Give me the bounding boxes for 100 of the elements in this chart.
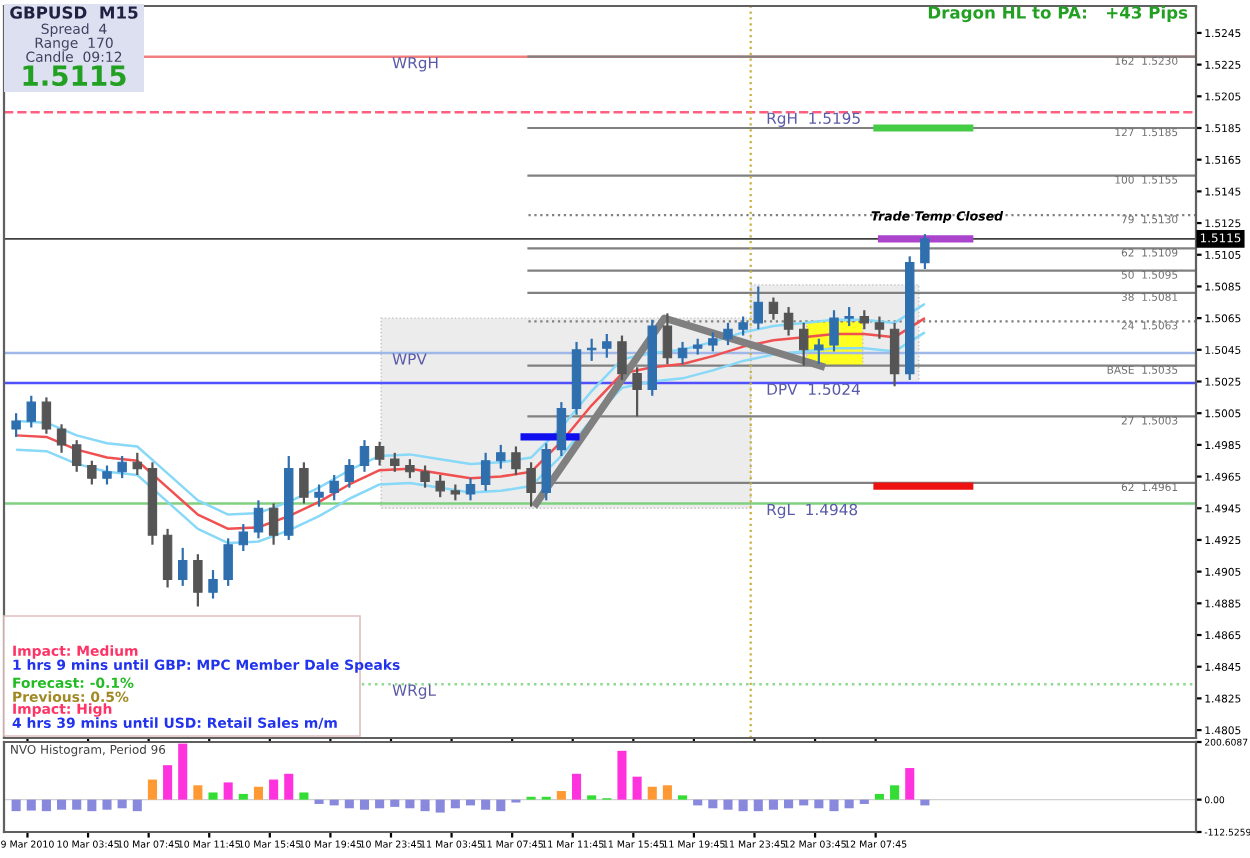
candlestick: [223, 537, 233, 588]
candlestick: [71, 439, 82, 473]
candlestick: [299, 461, 309, 505]
bar: [738, 799, 748, 812]
candlestick: [193, 553, 203, 608]
bar: [26, 799, 36, 811]
candlestick: [753, 285, 763, 331]
bar: [269, 779, 279, 800]
candlestick: [420, 464, 430, 489]
candlestick: [541, 442, 551, 502]
candlestick: [344, 458, 355, 489]
candlestick: [783, 305, 794, 337]
candlestick: [798, 321, 809, 367]
bar: [890, 785, 900, 800]
bar: [829, 799, 839, 812]
bar: [874, 793, 884, 800]
bar: [390, 799, 400, 807]
bar: [193, 785, 203, 800]
candlestick: [238, 522, 249, 553]
bar: [723, 799, 733, 810]
bar: [375, 799, 385, 809]
candlestick: [268, 502, 279, 546]
candlestick: [208, 568, 218, 600]
bar: [784, 799, 794, 809]
candlestick: [496, 443, 506, 470]
bar: [223, 782, 233, 800]
bar: [87, 799, 97, 812]
bar: [814, 799, 824, 809]
bar: [299, 792, 309, 800]
bar: [450, 799, 460, 809]
candlestick: [87, 459, 97, 486]
bar: [844, 799, 854, 809]
candlestick: [26, 394, 36, 429]
bar: [435, 799, 445, 813]
candlestick: [11, 412, 21, 439]
bar: [905, 768, 915, 800]
bar: [147, 779, 157, 800]
bar: [178, 743, 188, 800]
candlestick: [162, 527, 173, 589]
candlestick: [511, 445, 521, 477]
candlestick: [617, 334, 627, 382]
candlestick: [889, 321, 900, 388]
candlestick: [602, 332, 612, 359]
bar: [753, 799, 763, 812]
candlestick: [859, 309, 870, 331]
bar: [496, 799, 506, 812]
bar: [284, 773, 294, 800]
bar: [72, 799, 82, 810]
candlestick: [117, 454, 127, 480]
bar: [556, 791, 566, 800]
candlestick: [374, 440, 385, 467]
candlestick: [708, 331, 718, 353]
bar: [344, 799, 354, 809]
annotation: 1.5115: [23, 65, 126, 87]
candlestick: [526, 461, 536, 508]
candlestick: [314, 483, 324, 508]
bar: [132, 799, 142, 812]
candlestick: [632, 366, 642, 418]
candlestick: [435, 473, 445, 499]
candlestick: [874, 315, 885, 340]
bar: [768, 799, 778, 810]
candlestick: [359, 439, 370, 473]
candlestick: [405, 458, 415, 480]
bar: [238, 793, 248, 800]
candlestick: [329, 473, 339, 502]
candlestick: [920, 233, 930, 271]
candlestick: [102, 464, 112, 486]
candlestick: [662, 312, 673, 366]
bar: [405, 799, 415, 809]
bar: [163, 765, 173, 800]
candlestick: [738, 315, 748, 337]
bar: [208, 792, 218, 800]
bar: [41, 799, 51, 812]
bar: [420, 799, 430, 812]
bar: [253, 786, 263, 800]
candlestick: [178, 546, 188, 588]
bar: [571, 773, 582, 800]
bar: [11, 799, 21, 812]
candlestick: [56, 423, 67, 454]
candlestick: [829, 309, 839, 353]
candlestick: [465, 477, 476, 502]
candlestick: [480, 451, 491, 492]
candlestick: [844, 305, 854, 328]
bar: [57, 799, 67, 810]
candlestick: [253, 499, 264, 540]
annotation: Dragon HL to PA: +43 Pips: [928, 5, 1188, 23]
candlestick: [677, 340, 688, 366]
bar: [102, 799, 112, 810]
bar: [632, 776, 642, 800]
bar: [117, 799, 127, 809]
bar: [662, 785, 672, 800]
candlestick: [132, 451, 143, 477]
bar: [647, 786, 657, 800]
candlestick: [814, 337, 824, 366]
bar: [481, 799, 491, 810]
candlestick: [41, 396, 52, 435]
bar: [359, 799, 370, 810]
candlestick: [390, 451, 400, 473]
bar: [617, 750, 627, 800]
candlestick: [556, 400, 567, 458]
